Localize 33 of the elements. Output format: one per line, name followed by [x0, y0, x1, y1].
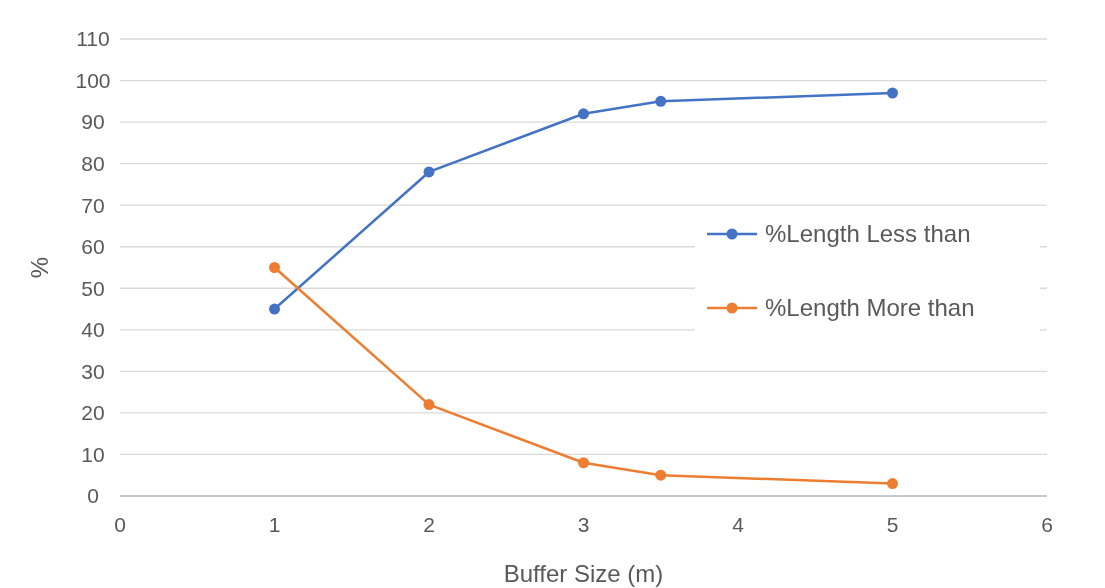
point [423, 399, 435, 411]
y-tick-label: 60 [81, 235, 105, 259]
legend-label: %Length More than [765, 294, 975, 322]
x-tick-label: 5 [886, 513, 899, 536]
point [655, 469, 667, 481]
point [887, 478, 898, 490]
y-tick-label: 90 [81, 110, 105, 134]
point [269, 262, 280, 273]
x-tick-label: 4 [732, 513, 745, 536]
point [578, 108, 589, 120]
y-tick-label: 20 [81, 401, 105, 425]
point [887, 87, 898, 99]
y-tick-label: 10 [81, 442, 105, 466]
point [655, 95, 667, 107]
x-tick-label: 2 [423, 513, 435, 536]
y-tick-label: 30 [81, 359, 105, 383]
point [578, 457, 589, 469]
x-tick-label: 1 [268, 513, 281, 536]
y-axis-title: % [26, 256, 53, 279]
x-tick-label: 0 [114, 513, 126, 536]
y-tick-label: 50 [81, 276, 105, 300]
y-tick-label: 0 [87, 484, 99, 508]
x-tick-label: 3 [577, 513, 590, 536]
legend-label: %Length Less than [765, 220, 971, 248]
point [423, 166, 435, 178]
x-tick-label: 6 [1041, 513, 1053, 536]
y-tick-label: 70 [81, 193, 105, 217]
point [269, 303, 280, 315]
y-tick-label: 110 [76, 27, 110, 51]
y-tick-label: 80 [81, 151, 105, 175]
y-tick-label: 100 [75, 68, 111, 92]
y-tick-label: 40 [81, 318, 105, 342]
x-axis-title: Buffer Size (m) [503, 560, 664, 587]
